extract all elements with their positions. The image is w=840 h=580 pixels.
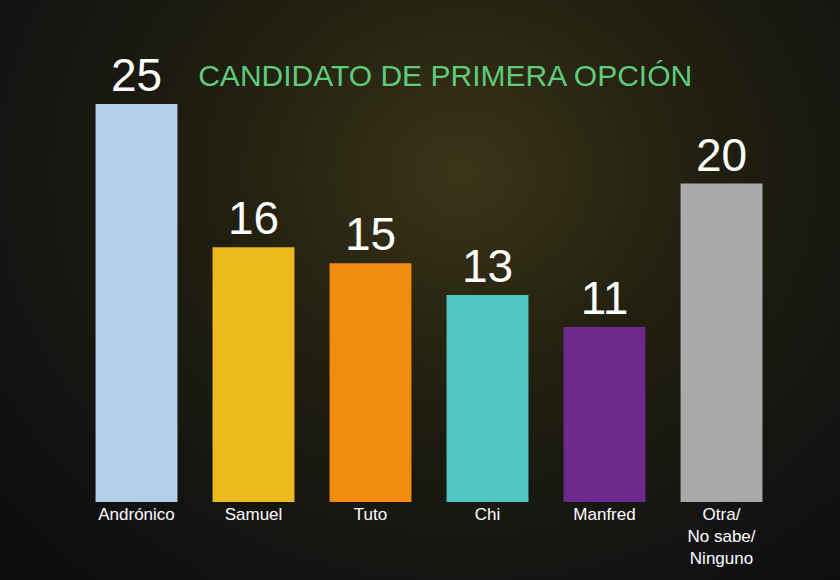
svg-text:11: 11: [581, 272, 629, 324]
svg-text:CANDIDATO DE PRIMERA OPCIÓN: CANDIDATO DE PRIMERA OPCIÓN: [198, 59, 692, 92]
svg-text:Chi: Chi: [475, 505, 501, 524]
svg-text:Tuto: Tuto: [354, 505, 387, 524]
svg-text:15: 15: [345, 208, 396, 260]
svg-text:20: 20: [696, 129, 747, 181]
svg-text:13: 13: [462, 240, 513, 292]
svg-text:25: 25: [111, 49, 162, 101]
svg-text:Samuel: Samuel: [225, 505, 283, 524]
svg-text:Otra/No sabe/Ninguno: Otra/No sabe/Ninguno: [687, 505, 755, 568]
svg-text:16: 16: [228, 192, 279, 244]
svg-text:Manfred: Manfred: [573, 505, 635, 524]
svg-text:Andrónico: Andrónico: [98, 505, 175, 524]
